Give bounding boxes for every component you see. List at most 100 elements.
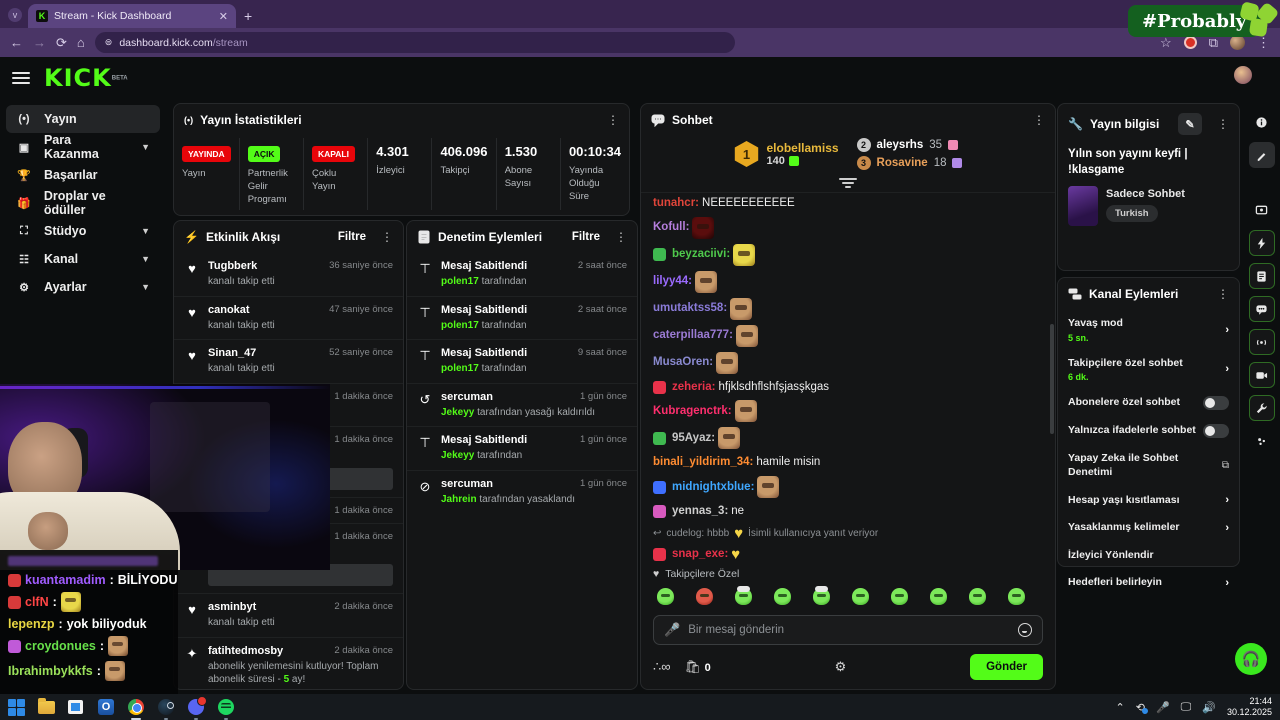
outlook-icon[interactable]: O bbox=[98, 698, 116, 716]
stat-followers: 406.096 Takipçi bbox=[432, 138, 497, 210]
emoji-picker-icon[interactable] bbox=[1018, 623, 1032, 637]
forward-icon[interactable]: → bbox=[33, 35, 46, 50]
support-chat-button[interactable]: 🎧 bbox=[1235, 643, 1267, 675]
site-settings-icon[interactable]: ⊜ bbox=[104, 37, 113, 47]
action-account-age[interactable]: Hesap yaşı kısıtlaması › bbox=[1068, 493, 1229, 507]
screen-share-icon[interactable] bbox=[1249, 197, 1275, 223]
followers-only-indicator[interactable]: ♥ Takipçilere Özel bbox=[653, 568, 740, 580]
kebab-menu-icon[interactable]: ⋮ bbox=[381, 230, 393, 244]
camera-rail-icon[interactable] bbox=[1248, 362, 1275, 388]
kebab-menu-icon[interactable]: ⋮ bbox=[1217, 287, 1229, 301]
action-ai-moderation[interactable]: Yapay Zeka ile Sohbet Denetimi ⧉ bbox=[1068, 452, 1229, 478]
extensions-icon[interactable]: ⧉ bbox=[1208, 34, 1218, 50]
bookmark-star-icon[interactable]: ☆ bbox=[1160, 34, 1172, 50]
sidebar-item-droplar[interactable]: 🎁 Droplar ve ödüller bbox=[17, 189, 106, 217]
kebab-menu-icon[interactable]: ⋮ bbox=[615, 230, 627, 244]
chat-message-list[interactable]: tunahcr: NEEEEEEEEEEE Kofull: beyzaciivi:… bbox=[641, 192, 1055, 562]
chat-scrollbar[interactable] bbox=[1050, 324, 1054, 434]
sidebar-item-para-kazanma[interactable]: ▣ Para Kazanma ▼ bbox=[6, 133, 160, 161]
kebab-menu-icon[interactable]: ⋮ bbox=[1217, 117, 1229, 131]
emote-blob[interactable] bbox=[774, 588, 791, 605]
back-icon[interactable]: ← bbox=[10, 35, 23, 50]
gift-shop-icon[interactable]: 🛍 0 bbox=[684, 659, 711, 674]
browser-menu-icon[interactable]: ⋮ bbox=[1257, 34, 1270, 50]
address-bar[interactable]: ⊜ dashboard.kick.com/stream bbox=[94, 32, 735, 53]
action-banned-words[interactable]: Yasaklanmış kelimeler › bbox=[1068, 521, 1229, 535]
kebab-menu-icon[interactable]: ⋮ bbox=[607, 113, 619, 127]
filter-button[interactable]: Filtre bbox=[571, 231, 600, 243]
sidebar-item-basarilar[interactable]: 🏆 Başarılar bbox=[17, 168, 98, 182]
chat-message: umutaktss58: bbox=[653, 297, 1043, 320]
emote-blob[interactable] bbox=[852, 588, 869, 605]
action-emotes-only[interactable]: Yalnızca ifadelerle sohbet bbox=[1058, 417, 1239, 445]
more-dots-icon[interactable] bbox=[1249, 428, 1275, 454]
browser-tab[interactable]: K Stream - Kick Dashboard ✕ bbox=[28, 4, 236, 28]
broadcast-rail-icon[interactable] bbox=[1248, 329, 1275, 355]
action-slow-mode[interactable]: Yavaş mod 5 sn. › bbox=[1068, 317, 1229, 343]
kebab-menu-icon[interactable]: ⋮ bbox=[1033, 113, 1045, 127]
spotify-icon[interactable] bbox=[218, 698, 236, 720]
leaderboard-collapse-icon[interactable] bbox=[641, 178, 1055, 192]
new-tab-button[interactable]: + bbox=[244, 8, 253, 24]
steam-icon[interactable] bbox=[158, 698, 176, 720]
tray-expand-icon[interactable]: ⌃ bbox=[1115, 701, 1125, 714]
clock[interactable]: 21:44 30.12.2025 bbox=[1226, 695, 1272, 717]
toggle-off[interactable] bbox=[1203, 396, 1229, 411]
info-icon[interactable] bbox=[1249, 109, 1275, 135]
category-name[interactable]: Sadece Sohbet bbox=[1106, 188, 1185, 201]
edit-stream-info-button[interactable]: ✎ bbox=[1178, 113, 1202, 135]
hamburger-menu-icon[interactable] bbox=[12, 72, 30, 84]
emote-blob[interactable] bbox=[891, 588, 908, 605]
stat-partner: AÇIK Partnerlik Gelir Programı bbox=[240, 138, 304, 210]
wrench-rail-icon[interactable] bbox=[1248, 395, 1275, 421]
toggle-off[interactable] bbox=[1203, 424, 1229, 439]
browser-profile-avatar[interactable] bbox=[1230, 35, 1245, 50]
send-button[interactable]: Gönder bbox=[970, 654, 1043, 680]
emote-blob[interactable] bbox=[1008, 588, 1025, 605]
tray-microphone-icon[interactable]: 🎤 bbox=[1155, 701, 1170, 714]
microphone-icon[interactable]: 🎤 bbox=[664, 622, 681, 637]
chat-input[interactable] bbox=[688, 624, 1010, 636]
start-button[interactable] bbox=[8, 698, 26, 716]
emote-blob[interactable] bbox=[657, 588, 674, 605]
sidebar-item-kanal[interactable]: ☷ Kanal ▼ bbox=[6, 245, 160, 273]
beta-tag: BETA bbox=[111, 75, 128, 82]
tab-search-chevron-icon[interactable]: v bbox=[8, 8, 22, 22]
tab-close-icon[interactable]: ✕ bbox=[218, 10, 228, 23]
network-icon[interactable]: 🖵 bbox=[1180, 700, 1192, 713]
emote-blob-hat[interactable] bbox=[735, 586, 752, 605]
reload-icon[interactable]: ⟳ bbox=[56, 34, 67, 50]
action-host-viewers[interactable]: İzleyici Yönlendir bbox=[1068, 548, 1154, 561]
gift-leaderboard[interactable]: 1 elobellamiss 140 2 aleysrhs 35 3 Rosavine… bbox=[641, 136, 1055, 178]
sidebar-item-ayarlar[interactable]: ⚙ Ayarlar ▼ bbox=[6, 273, 160, 301]
category-thumbnail[interactable] bbox=[1068, 186, 1098, 227]
emote-blob[interactable] bbox=[930, 588, 947, 605]
chat-rail-icon[interactable] bbox=[1248, 296, 1275, 322]
quick-emote-row[interactable] bbox=[641, 584, 1055, 613]
notes-rail-icon[interactable] bbox=[1248, 263, 1275, 289]
chat-input-wrap[interactable]: 🎤 bbox=[653, 615, 1043, 645]
filter-button[interactable]: Filtre bbox=[337, 231, 366, 243]
action-subscribers-chat[interactable]: Abonelere özel sohbet bbox=[1058, 389, 1239, 417]
edit-icon[interactable] bbox=[1248, 142, 1275, 168]
sidebar-item-yayin[interactable]: (•) Yayın bbox=[6, 105, 160, 133]
emote-angry[interactable] bbox=[696, 588, 713, 605]
emote-blob-hat[interactable] bbox=[813, 586, 830, 605]
sidebar-item-studyo[interactable]: ⛶ Stüdyo ▼ bbox=[6, 217, 160, 245]
home-icon[interactable]: ⌂ bbox=[76, 35, 85, 50]
chat-settings-gear-icon[interactable]: ⚙ bbox=[834, 659, 847, 674]
action-set-goals[interactable]: Hedefleri belirleyin › bbox=[1068, 576, 1229, 590]
chrome-icon[interactable] bbox=[128, 698, 146, 720]
file-explorer-icon[interactable] bbox=[38, 698, 56, 716]
volume-icon[interactable]: 🔊 bbox=[1202, 701, 1216, 714]
microsoft-store-icon[interactable] bbox=[68, 698, 86, 716]
activity-feed-rail-icon[interactable] bbox=[1248, 230, 1275, 256]
extension-adblock-icon[interactable] bbox=[1183, 36, 1197, 49]
sync-status-icon[interactable]: ⟲ bbox=[1135, 701, 1149, 714]
identity-infinity-icon[interactable]: ∴∞ bbox=[653, 659, 671, 674]
action-followers-chat[interactable]: Takipçilere özel sohbet 6 dk. › bbox=[1068, 356, 1229, 383]
user-avatar[interactable] bbox=[1234, 66, 1252, 84]
mod-row: ⊤ Mesaj Sabitlendi 9 saat önce polen17 ta… bbox=[407, 340, 637, 384]
emote-blob[interactable] bbox=[969, 588, 986, 605]
discord-icon[interactable] bbox=[188, 696, 207, 720]
